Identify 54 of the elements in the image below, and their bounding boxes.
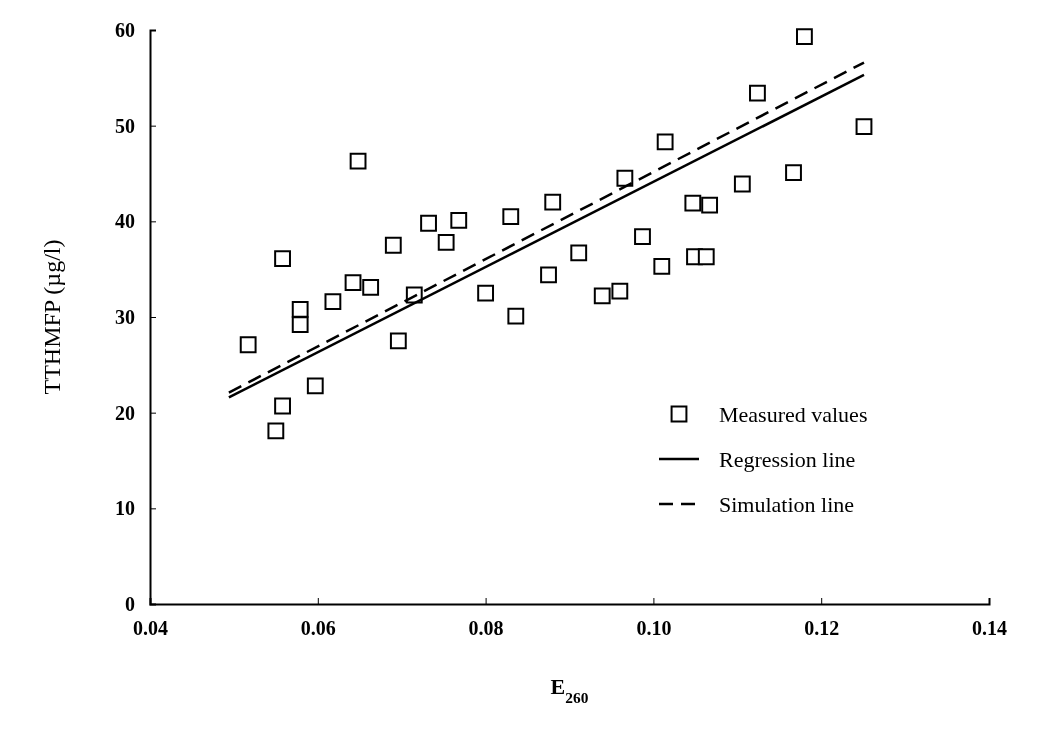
y-tick-label: 60 bbox=[115, 18, 135, 41]
y-axis-title: TTHMFP (µg/l) bbox=[39, 239, 65, 395]
legend-label: Measured values bbox=[719, 401, 868, 427]
y-tick-label: 0 bbox=[125, 592, 135, 615]
x-tick-label: 0.04 bbox=[133, 617, 168, 639]
point bbox=[384, 236, 402, 254]
x-axis-title: E$_{260}$ bbox=[550, 674, 589, 706]
point bbox=[267, 422, 285, 440]
point bbox=[344, 274, 362, 291]
point bbox=[540, 266, 557, 284]
point bbox=[634, 228, 651, 246]
point bbox=[291, 316, 309, 334]
point bbox=[362, 278, 380, 296]
x-tick-label: 0.10 bbox=[636, 617, 672, 639]
point bbox=[306, 377, 324, 395]
x-tick-label: 0.14 bbox=[972, 617, 1007, 639]
point bbox=[796, 28, 813, 46]
legend-label: Simulation line bbox=[719, 491, 855, 517]
point bbox=[274, 250, 291, 268]
point bbox=[502, 208, 520, 225]
point bbox=[477, 284, 495, 302]
point bbox=[507, 307, 525, 325]
point bbox=[616, 169, 634, 187]
y-tick-label: 50 bbox=[115, 114, 135, 137]
x-tick-label: 0.06 bbox=[300, 617, 336, 639]
legend-label: Regression line bbox=[719, 446, 856, 472]
point bbox=[239, 336, 257, 354]
point bbox=[570, 244, 588, 262]
point bbox=[450, 211, 468, 229]
x-tick-label: 0.12 bbox=[804, 617, 840, 639]
point bbox=[697, 248, 715, 266]
point bbox=[349, 152, 367, 170]
point bbox=[684, 194, 702, 212]
point bbox=[291, 300, 309, 318]
y-tick-label: 10 bbox=[115, 497, 135, 520]
point bbox=[656, 133, 674, 151]
point bbox=[274, 397, 291, 415]
point bbox=[420, 214, 437, 232]
point bbox=[855, 118, 873, 136]
point bbox=[593, 287, 611, 305]
point bbox=[544, 193, 562, 211]
point bbox=[785, 164, 802, 181]
point bbox=[701, 196, 719, 214]
point bbox=[437, 233, 455, 251]
point bbox=[733, 175, 751, 193]
point bbox=[389, 332, 407, 350]
point bbox=[324, 293, 342, 311]
point bbox=[749, 84, 766, 102]
y-tick-label: 20 bbox=[115, 401, 135, 424]
point bbox=[611, 282, 629, 300]
x-tick-label: 0.08 bbox=[468, 617, 504, 639]
point bbox=[653, 257, 671, 275]
y-tick-label: 30 bbox=[115, 305, 135, 328]
y-tick-label: 40 bbox=[115, 210, 135, 233]
